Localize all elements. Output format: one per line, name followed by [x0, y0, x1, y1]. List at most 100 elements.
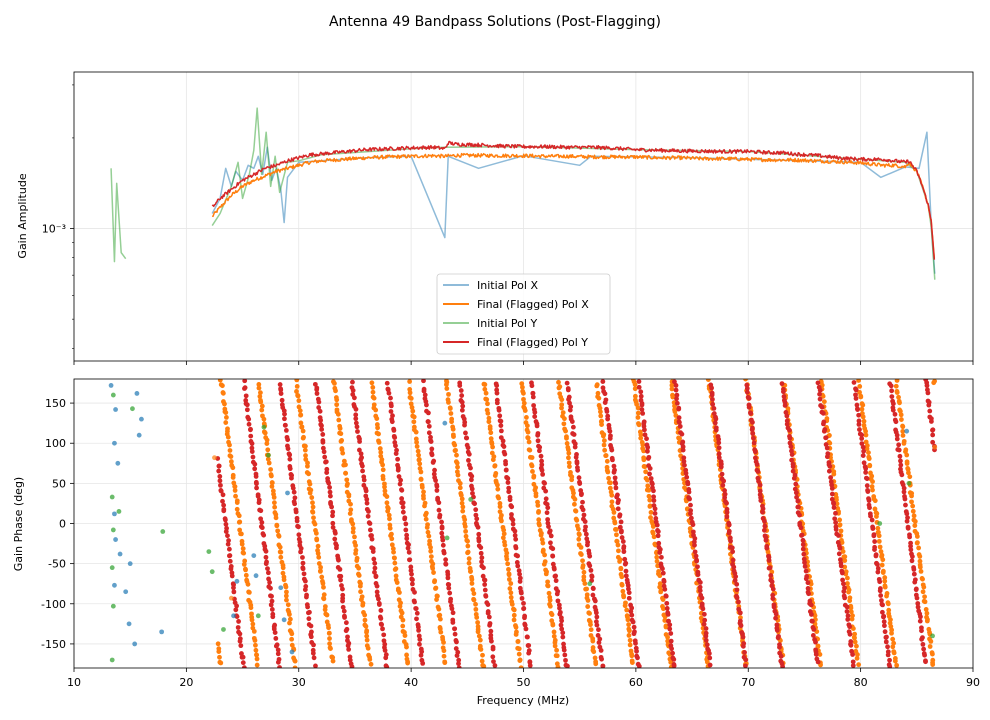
phase-point	[602, 400, 608, 405]
phase-point	[343, 620, 349, 626]
phase-point	[511, 612, 517, 618]
phase-point	[744, 386, 750, 391]
phase-point	[334, 545, 339, 551]
phase-point	[253, 647, 259, 653]
phase-point	[469, 473, 475, 479]
phase-point	[644, 477, 650, 483]
phase-point	[553, 578, 559, 584]
phase-point	[567, 464, 572, 469]
phase-point	[923, 659, 928, 665]
phase-point	[410, 577, 415, 583]
phase-point	[433, 586, 438, 591]
phase-point	[452, 448, 458, 454]
phase-point	[896, 447, 902, 453]
phase-point	[497, 504, 503, 510]
phase-point	[923, 607, 929, 612]
phase-point	[621, 545, 627, 551]
legend: Initial Pol X Final (Flagged) Pol X Init…	[436, 273, 611, 355]
phase-point	[239, 651, 244, 656]
phase-point	[792, 486, 798, 492]
phase-point	[600, 385, 606, 391]
phase-point	[363, 488, 369, 494]
phase-point	[905, 525, 911, 531]
phase-point	[340, 450, 346, 456]
phase-point	[892, 658, 898, 664]
phase-point	[228, 459, 234, 464]
phase-point	[562, 652, 568, 658]
phase-point	[858, 394, 864, 400]
phase-point	[433, 478, 438, 483]
phase-point	[455, 464, 460, 470]
phase-point	[924, 618, 930, 624]
phase-point	[549, 612, 555, 618]
phase-point	[761, 527, 767, 533]
phase-point	[707, 655, 713, 661]
phase-point	[625, 617, 631, 623]
phase-point	[647, 504, 653, 509]
phase-point	[408, 564, 414, 570]
phase-point	[876, 538, 882, 544]
phase-point	[496, 495, 502, 501]
phase-point	[601, 442, 607, 448]
phase-point	[564, 435, 569, 441]
phase-point	[479, 658, 485, 664]
phase-point	[770, 596, 776, 601]
phase-point	[419, 649, 425, 655]
phase-point	[434, 483, 440, 489]
phase-point	[817, 652, 823, 657]
phase-point	[598, 409, 603, 415]
phase-point	[914, 595, 920, 601]
phase-point	[651, 488, 656, 494]
phase-point	[326, 480, 332, 486]
phase-point	[537, 448, 542, 454]
phase-point	[841, 581, 846, 587]
phase-point	[645, 456, 651, 461]
phase-point	[606, 475, 611, 481]
phase-point	[393, 443, 398, 449]
phase-point	[527, 447, 533, 453]
phase-point	[592, 655, 598, 661]
phase-point	[639, 407, 645, 412]
phase-point	[321, 596, 327, 602]
phase-point	[607, 436, 613, 441]
phase-point	[436, 500, 442, 506]
phase-point	[552, 643, 558, 649]
phase-point	[891, 640, 897, 646]
phase-point	[390, 546, 396, 552]
phase-point	[809, 618, 815, 624]
phase-point	[330, 525, 336, 530]
phase-point	[912, 579, 918, 585]
phase-point	[380, 467, 386, 473]
phase-point	[222, 401, 227, 407]
phase-point	[576, 536, 582, 542]
phase-point	[302, 447, 308, 453]
phase-point	[910, 503, 916, 509]
phase-point	[377, 446, 383, 451]
phase-point	[439, 519, 444, 525]
phase-point	[750, 419, 755, 425]
phase-point	[787, 427, 792, 433]
phase-point	[238, 531, 244, 537]
phase-point	[488, 430, 494, 436]
phase-point	[697, 588, 703, 594]
amplitude-series-group	[110, 107, 936, 280]
phase-point	[483, 593, 489, 599]
phase-point	[362, 617, 368, 623]
phase-point	[372, 569, 377, 575]
phase-point	[399, 487, 405, 493]
phase-point	[596, 640, 602, 645]
phase-point	[332, 530, 338, 536]
phase-point	[909, 493, 914, 499]
phase-point	[530, 391, 536, 396]
phase-point	[578, 492, 584, 498]
phase-point	[223, 529, 229, 534]
phase-point	[373, 407, 379, 413]
phase-point	[561, 421, 567, 427]
phase-point	[407, 557, 413, 563]
phase-point	[320, 439, 326, 445]
phase-point	[317, 568, 323, 574]
phase-point	[344, 483, 350, 488]
phase-point	[922, 599, 928, 605]
phase-point	[815, 644, 821, 649]
phase-point	[612, 520, 618, 526]
